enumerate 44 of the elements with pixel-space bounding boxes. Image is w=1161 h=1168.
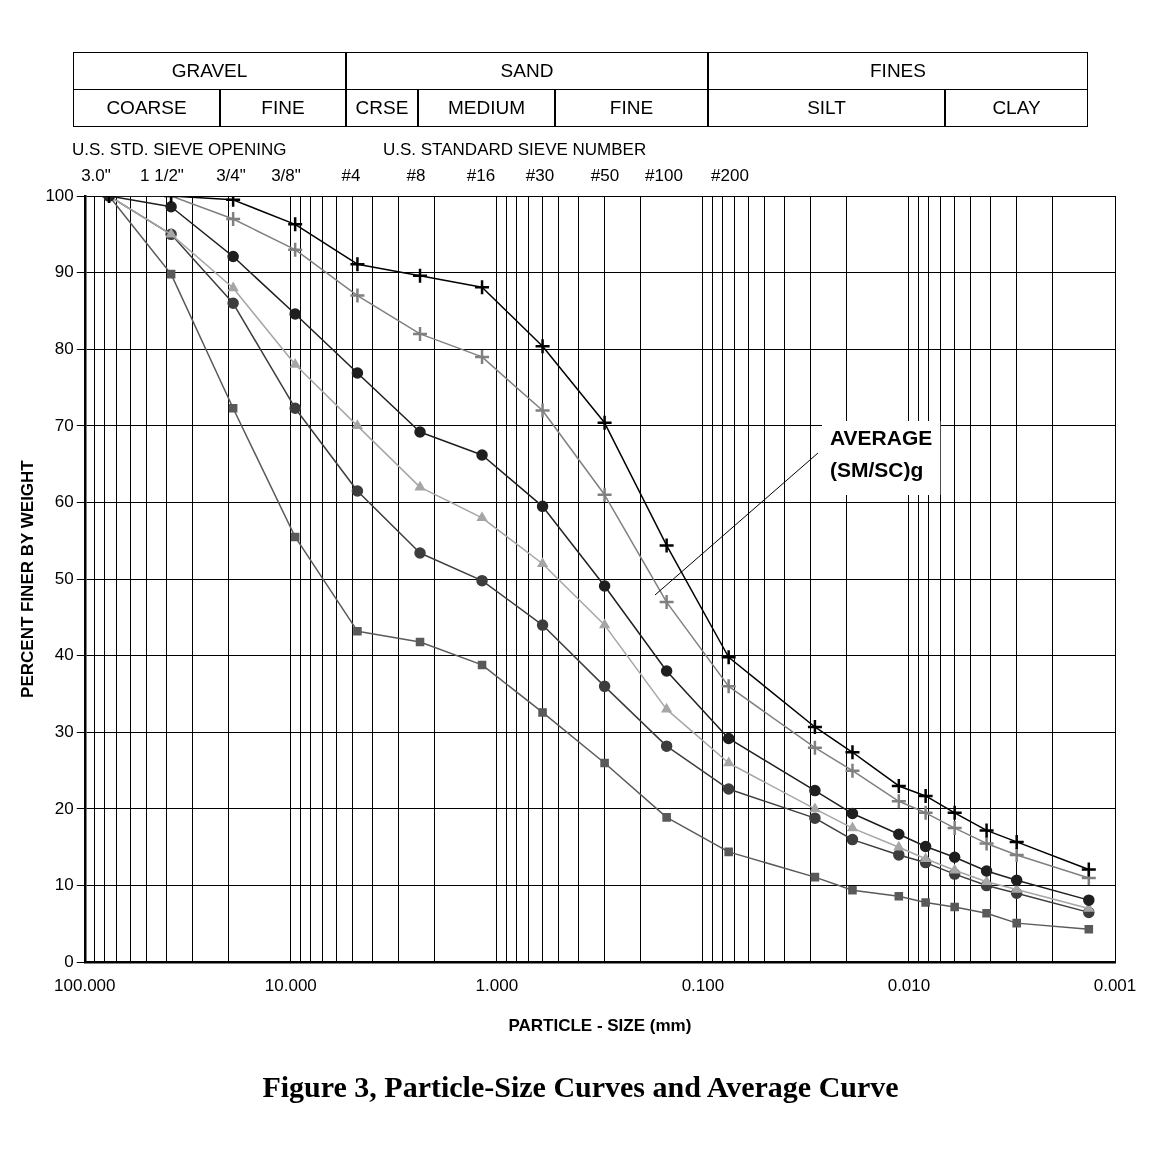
y-tick-label: 80 <box>54 338 74 358</box>
x-tick-label: 100.000 <box>54 976 116 996</box>
x-tick-label: 0.100 <box>681 976 725 996</box>
y-tick-label: 60 <box>54 492 74 512</box>
y-tick-label: 70 <box>54 415 74 435</box>
y-tick-label: 90 <box>54 262 74 282</box>
text: #50 <box>589 166 621 186</box>
text: U.S. STD. SIEVE OPENING <box>72 140 287 160</box>
text: SAND <box>346 52 708 90</box>
text: COARSE <box>73 89 220 127</box>
text: 1 1/2" <box>139 166 185 186</box>
y-tick-label: 100 <box>45 185 74 205</box>
text: #100 <box>644 166 684 186</box>
text: FINES <box>708 52 1088 90</box>
text: 3.0" <box>80 166 112 186</box>
text: FINE <box>555 89 708 127</box>
y-tick-label: 30 <box>54 722 74 742</box>
text: U.S. STANDARD SIEVE NUMBER <box>383 140 647 160</box>
text: CRSE <box>346 89 418 127</box>
y-tick-label: 10 <box>54 875 74 895</box>
x-tick-label: 10.000 <box>264 976 317 996</box>
text: MEDIUM <box>418 89 555 127</box>
text: FINE <box>220 89 346 127</box>
text: SILT <box>708 89 945 127</box>
text: #16 <box>465 166 497 186</box>
x-tick-label: 0.010 <box>887 976 931 996</box>
text: #4 <box>340 166 362 186</box>
y-tick-label: 50 <box>54 568 74 588</box>
y-tick-label: 0 <box>64 951 74 971</box>
y-axis-title: PERCENT FINER BY WEIGHT <box>17 459 37 698</box>
text: #30 <box>524 166 556 186</box>
x-tick-label: 0.001 <box>1093 976 1137 996</box>
text: #200 <box>710 166 750 186</box>
text: CLAY <box>945 89 1088 127</box>
text: 3/8" <box>270 166 302 186</box>
text: #8 <box>405 166 427 186</box>
text: Figure 3, Particle-Size Curves and Average Curve <box>261 1070 900 1104</box>
y-tick-label: 40 <box>54 645 74 665</box>
x-axis-title: PARTICLE - SIZE (mm) <box>508 1016 692 1036</box>
text: 3/4" <box>215 166 247 186</box>
y-tick-label: 20 <box>54 798 74 818</box>
text: GRAVEL <box>73 52 346 90</box>
annotation: AVERAGE (SM/SC)g <box>830 426 933 481</box>
x-tick-label: 1.000 <box>475 976 519 996</box>
